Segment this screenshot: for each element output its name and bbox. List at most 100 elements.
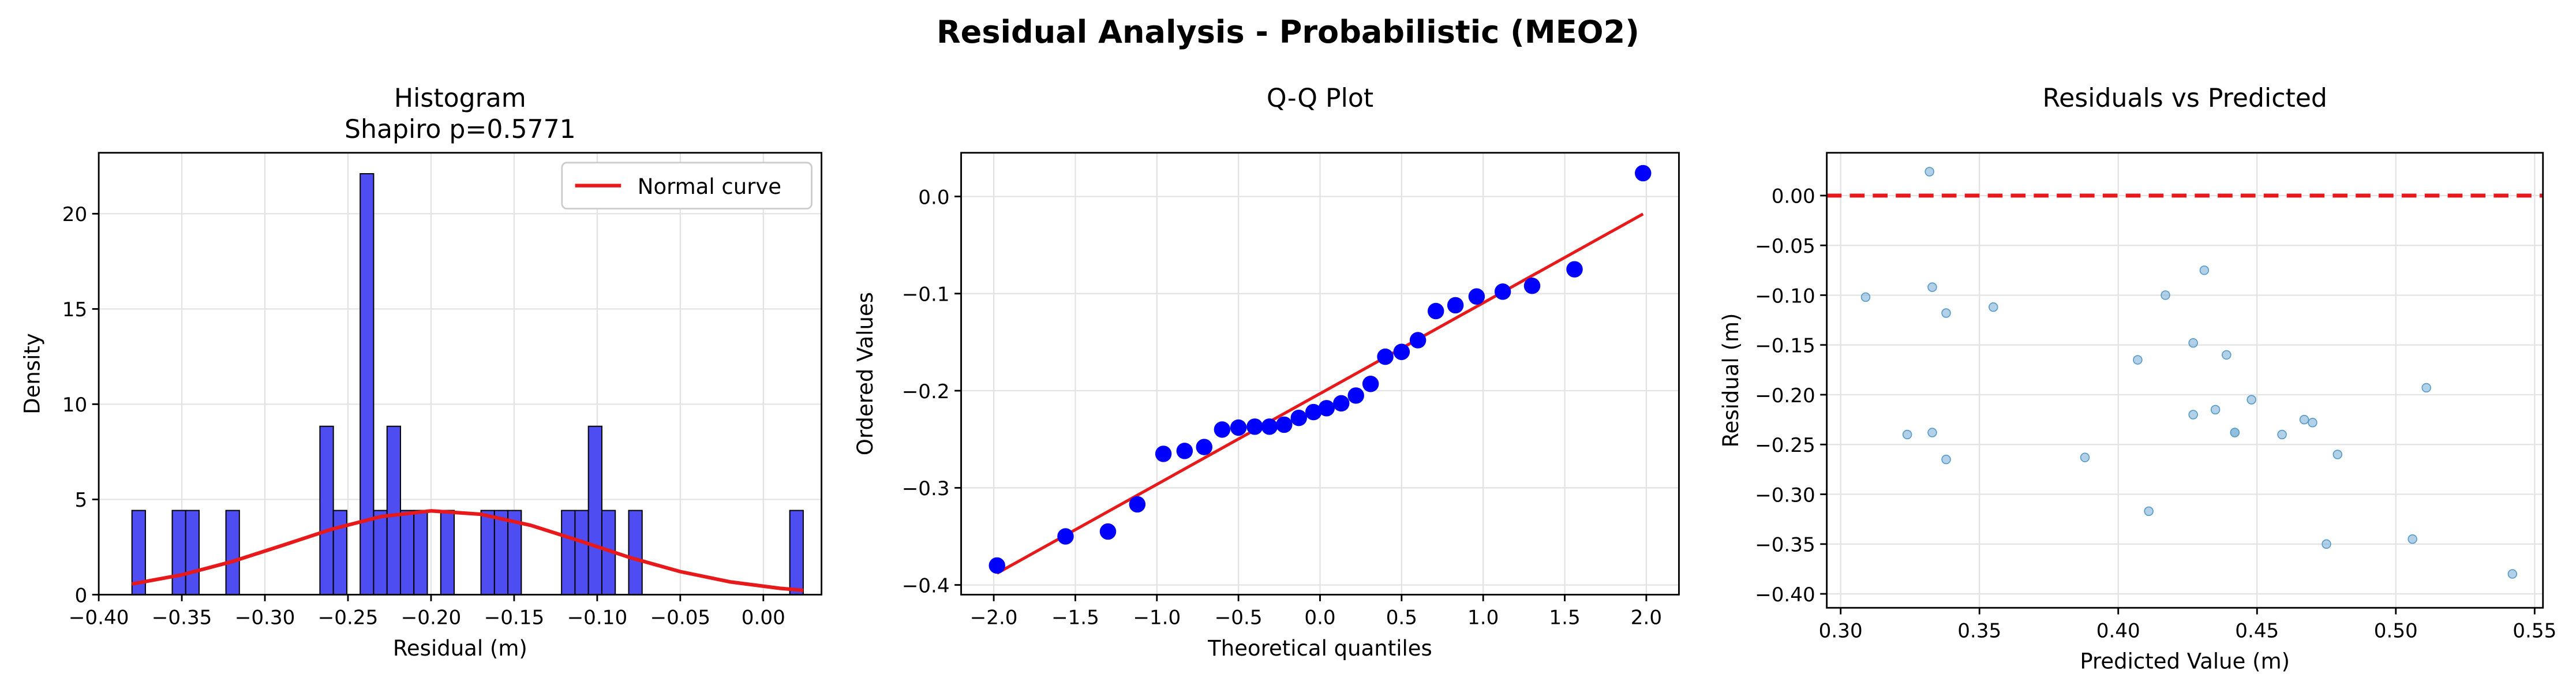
point <box>1318 400 1335 417</box>
x-tick-label: 0.0 <box>1304 607 1335 630</box>
x-tick-label: 0.45 <box>2235 619 2279 642</box>
y-tick-label: −0.25 <box>1755 434 1815 457</box>
point <box>1261 418 1278 435</box>
bar <box>628 510 643 595</box>
panel-title: Histogram <box>394 84 526 113</box>
bar <box>225 510 240 595</box>
y-axis-label: Residual (m) <box>1718 313 1743 448</box>
x-tick-label: −0.10 <box>567 607 628 630</box>
bar <box>373 510 388 595</box>
bar <box>360 173 375 595</box>
y-tick-label: −0.4 <box>902 574 950 597</box>
point <box>1447 297 1464 314</box>
axes-frame <box>1826 152 2544 609</box>
point <box>1635 164 1652 182</box>
x-tick-label: −0.30 <box>235 607 295 630</box>
point <box>1214 421 1231 438</box>
panel-title: Q-Q Plot <box>1267 84 1373 113</box>
x-tick-label: −0.40 <box>69 607 129 630</box>
y-tick-label: −0.30 <box>1755 484 1815 507</box>
y-tick-label: 0.00 <box>1772 185 1815 208</box>
y-tick-label: −0.40 <box>1755 583 1815 607</box>
x-axis-label: Theoretical quantiles <box>1207 636 1432 661</box>
x-tick-label: 0.5 <box>1386 607 1417 630</box>
y-tick-label: −0.2 <box>902 380 950 403</box>
point <box>1523 278 1541 294</box>
point <box>1468 288 1485 305</box>
point <box>2188 338 2198 348</box>
point <box>1427 302 1444 320</box>
y-tick-label: −0.05 <box>1755 235 1815 258</box>
point <box>1941 454 1951 465</box>
point <box>2188 410 2198 420</box>
point <box>1333 395 1350 412</box>
x-axis-label: Predicted Value (m) <box>2080 649 2290 674</box>
panel-title: Residuals vs Predicted <box>2042 84 2327 113</box>
point <box>1989 302 1998 312</box>
y-tick-label: 15 <box>62 298 87 321</box>
point <box>1924 167 1934 177</box>
plot-area <box>1826 167 2543 579</box>
figure-title: Residual Analysis - Probabilistic (MEO2) <box>937 14 1639 50</box>
point <box>2407 534 2417 544</box>
x-tick-label: 0.55 <box>2513 619 2556 642</box>
y-tick-label: 0.0 <box>918 186 949 209</box>
axes-frame <box>98 152 823 596</box>
bar <box>171 510 186 595</box>
point <box>1230 419 1247 436</box>
y-axis-label: Density <box>20 333 45 414</box>
x-tick-label: −2.0 <box>970 607 1018 630</box>
point <box>1290 409 1307 426</box>
x-tick-label: 0.50 <box>2374 619 2418 642</box>
point <box>2421 383 2431 393</box>
point <box>1057 528 1074 545</box>
plot-area <box>989 164 1652 575</box>
x-tick-label: −0.5 <box>1215 607 1263 630</box>
bar <box>493 510 509 595</box>
point <box>2230 428 2240 437</box>
point <box>2133 355 2143 365</box>
x-tick-label: −0.35 <box>152 607 212 630</box>
x-tick-label: 0.30 <box>1819 619 1863 642</box>
y-tick-label: 20 <box>62 203 87 226</box>
point <box>1347 387 1364 404</box>
y-tick-label: −0.1 <box>902 283 950 306</box>
x-tick-label: −0.20 <box>401 607 462 630</box>
bar <box>561 510 576 595</box>
point <box>2322 539 2331 549</box>
point <box>2299 414 2309 425</box>
point <box>1566 261 1583 278</box>
point <box>1927 282 1937 292</box>
point <box>989 557 1005 574</box>
x-tick-label: 1.0 <box>1467 607 1499 630</box>
y-tick-label: −0.15 <box>1755 335 1815 358</box>
x-tick-label: 0.00 <box>742 607 785 630</box>
legend-box <box>561 162 813 209</box>
panel: 0.30 0.35 0.40 0.45 0.50 0.55 −0.40 −0.35 −0.30 −… <box>1718 84 2556 674</box>
point <box>1129 496 1146 513</box>
panel: −2.0 −1.5 −1.0 −0.5 0.0 0.5 1.0 1.5 2.0 −0.4 −0.3 −… <box>853 84 1680 661</box>
x-axis-label: Residual (m) <box>393 636 527 661</box>
x-tick-label: −0.25 <box>318 607 379 630</box>
point <box>2277 429 2287 440</box>
y-tick-label: −0.20 <box>1755 384 1815 407</box>
x-tick-label: −1.0 <box>1133 607 1181 630</box>
panel: −0.40 −0.35 −0.30 −0.25 −0.20 −0.15 −0.10 −0.05… <box>20 84 823 661</box>
point <box>1305 403 1322 421</box>
bar <box>440 510 455 595</box>
point <box>1362 376 1379 392</box>
point <box>2199 265 2210 275</box>
point <box>2507 569 2518 579</box>
point <box>2222 350 2231 360</box>
point <box>2308 418 2317 428</box>
fit-line <box>996 212 1644 575</box>
x-tick-label: 2.0 <box>1631 607 1662 630</box>
point <box>2144 506 2154 516</box>
y-tick-label: −0.10 <box>1755 285 1815 308</box>
legend-label: Normal curve <box>638 174 781 199</box>
point <box>1393 343 1410 360</box>
point <box>1902 429 1912 440</box>
y-axis-label: Ordered Values <box>853 292 878 455</box>
